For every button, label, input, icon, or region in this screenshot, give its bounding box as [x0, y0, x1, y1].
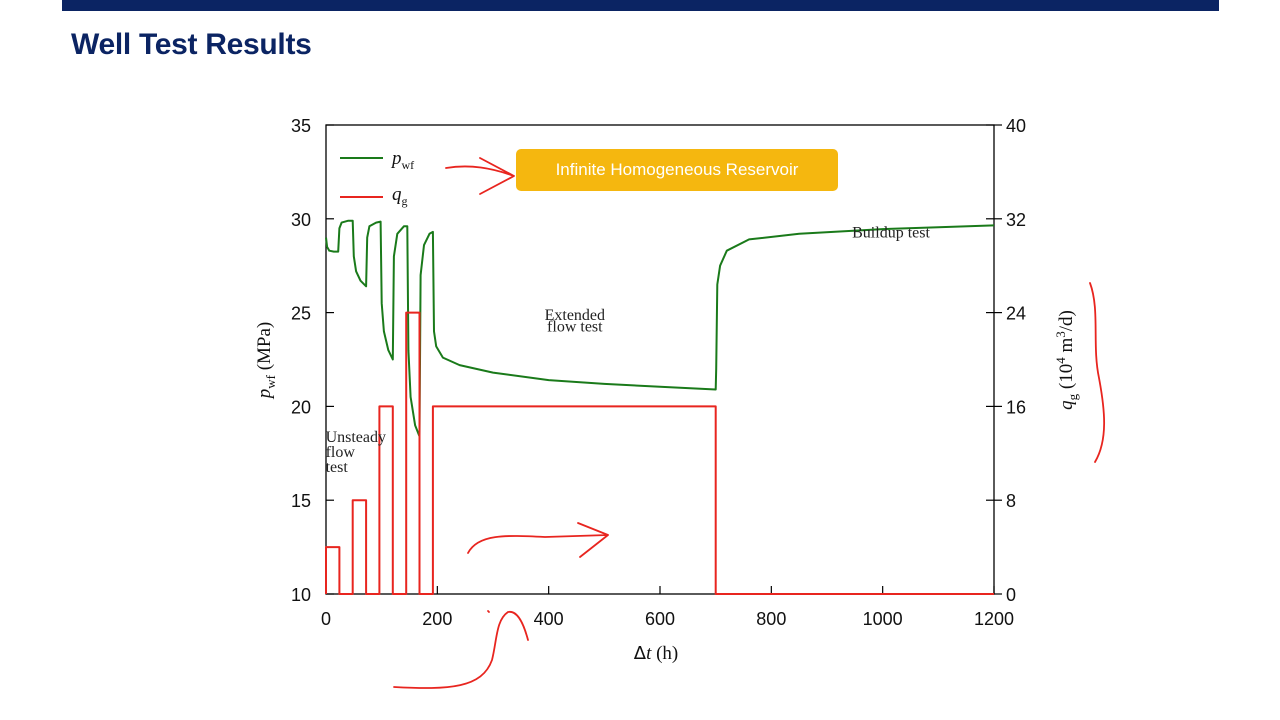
- y-right-tick-label: 16: [1006, 397, 1026, 417]
- x-tick-label: 1200: [974, 609, 1014, 629]
- y-right-tick-label: 40: [1006, 116, 1026, 136]
- ink-arrow-to-axis: [393, 611, 529, 689]
- chart-annotation: flow test: [547, 318, 603, 335]
- y-left-tick-label: 10: [291, 585, 311, 605]
- slide-title: Well Test Results: [71, 28, 312, 61]
- plot-frame: [325, 124, 995, 595]
- x-tick-label: 200: [422, 609, 452, 629]
- series-line-qg: [325, 311, 994, 595]
- y-right-tick-label: 24: [1006, 304, 1026, 324]
- reservoir-model-callout: Infinite Homogeneous Reservoir: [516, 149, 838, 191]
- ink-arrow-extended-flow: [467, 522, 609, 558]
- chart-annotation: Buildup test: [852, 225, 930, 242]
- y-left-tick-label: 25: [291, 304, 311, 324]
- chart-annotation: test: [326, 459, 349, 476]
- ink-dot: [487, 610, 490, 613]
- y-left-tick-label: 15: [291, 491, 311, 511]
- x-tick-label: 800: [756, 609, 786, 629]
- x-tick-label: 400: [534, 609, 564, 629]
- chart-annotation: Extended: [545, 307, 605, 324]
- y-axis-right-label: qg (104 m3/d): [1053, 310, 1080, 410]
- y-left-tick-label: 20: [291, 397, 311, 417]
- chart-annotation: Unsteady: [326, 429, 386, 446]
- y-right-tick-label: 32: [1006, 210, 1026, 230]
- y-axis-left-label: pwf (MPa): [254, 322, 278, 401]
- x-axis-label: Δt (h): [634, 643, 679, 664]
- chart-annotation: flow: [326, 444, 356, 461]
- legend-label-pwf: pwf: [390, 148, 414, 172]
- series-line-pwf: [325, 219, 995, 438]
- y-left-tick-label: 35: [291, 116, 311, 136]
- ink-arrow-right-axis: [1089, 282, 1106, 463]
- header-bar: [62, 0, 1219, 11]
- x-tick-label: 0: [321, 609, 331, 629]
- ink-annotations: [393, 157, 1106, 689]
- legend: pwf qg: [340, 148, 414, 208]
- ink-arrow-to-callout: [445, 157, 515, 195]
- y-left-tick-label: 30: [291, 210, 311, 230]
- y-right-tick-label: 8: [1006, 491, 1016, 511]
- x-tick-label: 600: [645, 609, 675, 629]
- y-right-tick-label: 0: [1006, 585, 1016, 605]
- legend-label-qg: qg: [392, 184, 408, 208]
- x-tick-label: 1000: [863, 609, 903, 629]
